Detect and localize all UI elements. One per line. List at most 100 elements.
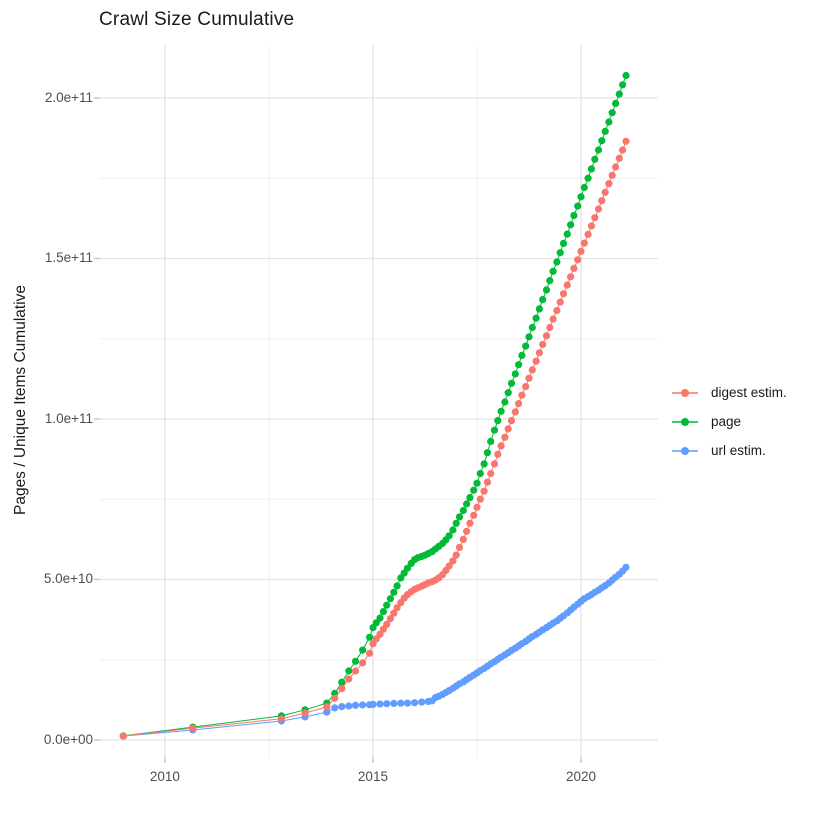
legend-item-label: page (711, 414, 742, 429)
legend-key-dot (681, 446, 689, 455)
data-point-page (567, 221, 575, 229)
data-point-page (549, 267, 557, 275)
data-point-digest-estim- (452, 551, 460, 559)
data-point-page (584, 174, 592, 182)
data-point-digest-estim- (277, 715, 285, 723)
data-point-digest-estim- (323, 703, 331, 711)
data-point-page (452, 519, 460, 527)
data-point-digest-estim- (359, 659, 367, 667)
data-point-page (518, 351, 526, 359)
legend-item-digest-estim-: digest estim. (671, 378, 787, 407)
data-point-digest-estim- (383, 620, 391, 629)
data-point-digest-estim- (518, 391, 526, 399)
data-point-url-estim- (376, 700, 384, 708)
legend-item-label: digest estim. (711, 385, 787, 400)
data-point-digest-estim- (528, 366, 536, 374)
data-point-digest-estim- (366, 649, 374, 657)
data-point-page (598, 137, 606, 145)
series-line-url-estim- (123, 566, 627, 737)
data-point-page (591, 155, 599, 163)
data-point-page (386, 595, 394, 603)
data-point-digest-estim- (574, 256, 582, 264)
data-point-digest-estim- (449, 557, 457, 565)
data-point-page (622, 71, 630, 80)
data-point-digest-estim- (605, 180, 613, 188)
data-point-page (463, 500, 471, 508)
data-point-digest-estim- (473, 503, 481, 511)
data-point-url-estim- (369, 700, 377, 709)
data-point-page (608, 109, 616, 117)
data-point-digest-estim- (584, 230, 592, 238)
data-point-digest-estim- (542, 332, 551, 340)
data-point-page (483, 449, 491, 457)
data-point-digest-estim- (612, 163, 620, 171)
y-tick-label: 2.0e+11 (44, 89, 93, 105)
data-point-page (379, 608, 387, 616)
data-point-url-estim- (390, 699, 398, 708)
data-point-page (511, 370, 519, 378)
data-point-digest-estim- (591, 214, 599, 222)
data-point-page (528, 323, 536, 332)
data-point-page (383, 601, 391, 609)
data-point-digest-estim- (511, 408, 519, 416)
data-point-digest-estim- (539, 340, 547, 349)
data-point-digest-estim- (577, 247, 585, 255)
legend-item-url-estim-: url estim. (671, 436, 787, 465)
y-tick-label: 5.0e+10 (43, 571, 93, 587)
data-point-digest-estim- (345, 675, 353, 683)
data-point-digest-estim- (622, 137, 630, 145)
y-tick-label: 1.5e+11 (44, 250, 93, 266)
x-tick-label: 2010 (149, 769, 180, 784)
legend-item-page: page (671, 407, 787, 436)
data-point-digest-estim- (483, 478, 491, 486)
data-point-digest-estim- (608, 171, 616, 179)
data-point-page (525, 333, 533, 341)
data-point-url-estim- (331, 704, 339, 712)
data-point-page (574, 202, 582, 210)
data-point-digest-estim- (601, 188, 609, 196)
legend: digest estim. page url estim. (671, 378, 787, 465)
data-point-url-estim- (418, 698, 426, 706)
data-point-digest-estim- (466, 519, 474, 527)
data-point-digest-estim- (556, 298, 564, 306)
data-point-digest-estim- (504, 425, 512, 433)
data-point-digest-estim- (507, 417, 516, 425)
data-point-digest-estim- (598, 197, 606, 205)
data-point-digest-estim- (351, 667, 360, 675)
data-point-digest-estim- (338, 685, 346, 693)
data-point-page (473, 479, 481, 487)
y-tick-label: 1.0e+11 (44, 410, 93, 426)
data-point-url-estim- (351, 701, 360, 709)
data-point-url-estim- (397, 699, 405, 707)
data-point-url-estim- (403, 699, 412, 707)
data-point-digest-estim- (567, 273, 575, 281)
data-point-digest-estim- (553, 306, 561, 315)
data-point-digest-estim- (459, 535, 467, 544)
data-point-page (455, 513, 464, 521)
data-point-digest-estim- (619, 146, 627, 154)
data-point-page (577, 193, 585, 201)
data-point-url-estim- (345, 702, 353, 710)
data-point-page (480, 460, 488, 468)
data-point-page (601, 127, 609, 135)
data-point-page (559, 239, 568, 247)
data-point-digest-estim- (594, 205, 603, 213)
data-point-url-estim- (622, 563, 630, 571)
legend-key-icon (672, 417, 698, 426)
data-point-digest-estim- (494, 450, 502, 458)
data-point-digest-estim- (532, 357, 540, 365)
data-point-page (390, 588, 398, 596)
data-point-url-estim- (323, 708, 331, 716)
data-point-page (497, 407, 505, 415)
data-point-page (587, 165, 596, 173)
data-point-url-estim- (338, 703, 346, 711)
legend-key-icon (672, 446, 698, 455)
data-point-digest-estim- (535, 349, 544, 357)
data-point-digest-estim- (615, 154, 623, 162)
data-point-digest-estim- (331, 694, 339, 702)
data-point-page (345, 667, 353, 675)
data-point-page (556, 249, 564, 257)
data-point-page (563, 230, 571, 238)
data-point-page (466, 494, 474, 502)
